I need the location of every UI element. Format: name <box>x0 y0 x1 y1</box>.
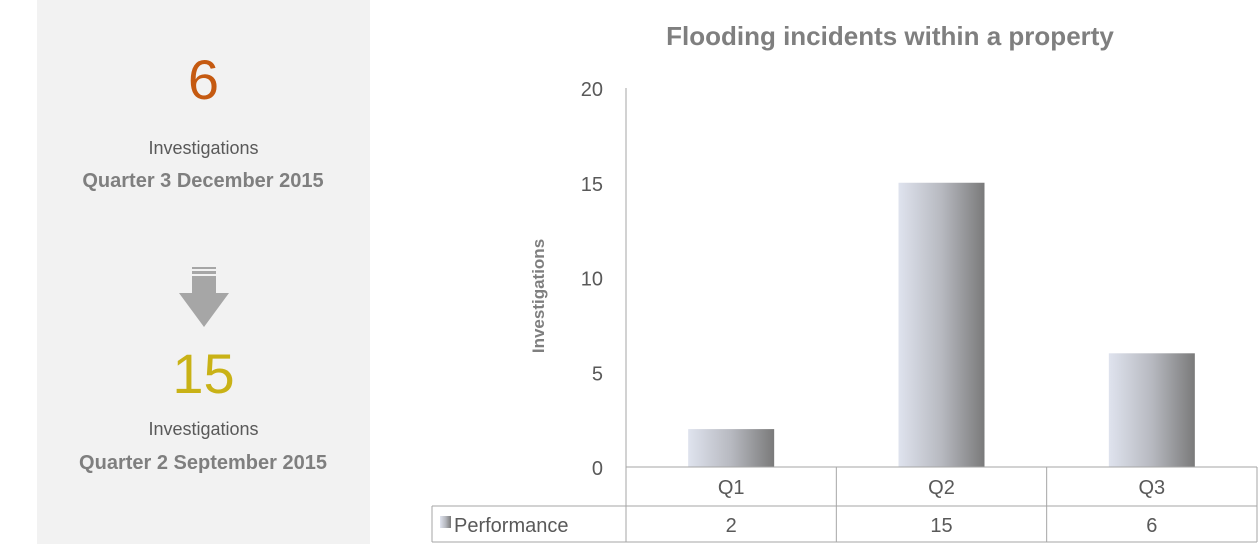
bar-q2 <box>898 182 985 467</box>
category-label: Q3 <box>1138 477 1165 499</box>
series-name: Performance <box>454 515 569 537</box>
data-label: 2 <box>726 515 737 537</box>
current-period: Quarter 3 December 2015 <box>82 170 324 192</box>
bar-q1 <box>688 429 775 467</box>
y-tick-label: 0 <box>592 458 603 480</box>
data-label: 6 <box>1146 515 1157 537</box>
chart-title: Flooding incidents within a property <box>666 21 1114 51</box>
legend-key <box>440 516 451 528</box>
previous-value: 15 <box>172 342 235 405</box>
y-tick-label: 20 <box>581 79 603 101</box>
data-label: 15 <box>930 515 952 537</box>
y-axis-label: Investigations <box>529 239 548 353</box>
down-arrow-icon <box>179 265 239 329</box>
category-label: Q1 <box>718 477 745 499</box>
previous-unit: Investigations <box>148 419 259 439</box>
previous-period: Quarter 2 September 2015 <box>79 452 327 474</box>
current-unit: Investigations <box>148 138 259 158</box>
y-tick-label: 15 <box>581 174 603 196</box>
bar-q3 <box>1108 353 1195 467</box>
summary-panel: 6 Investigations Quarter 3 December 2015… <box>37 0 370 544</box>
y-tick-label: 5 <box>592 363 603 385</box>
category-label: Q2 <box>928 477 955 499</box>
y-tick-label: 10 <box>581 269 603 291</box>
current-value: 6 <box>187 48 220 111</box>
